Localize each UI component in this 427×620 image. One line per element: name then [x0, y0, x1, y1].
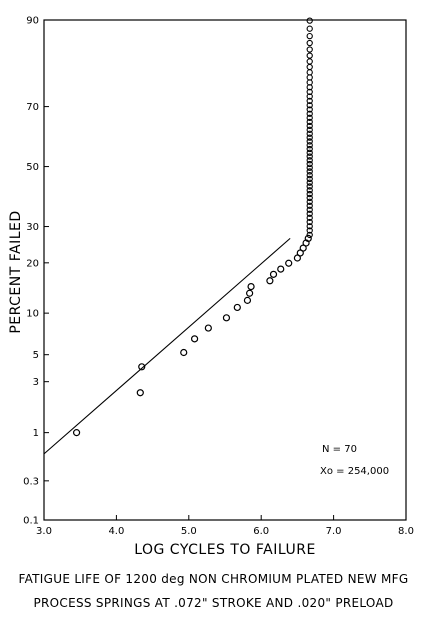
y-tick-label: 1	[33, 428, 39, 439]
data-point	[306, 39, 313, 47]
data-point	[306, 172, 313, 179]
x-tick-label: 7.0	[326, 526, 342, 537]
data-point	[306, 58, 313, 65]
y-tick-label: 50	[26, 162, 39, 173]
x-axis: 3.0 4.0 5.0 6.0 7.0 8.0	[36, 515, 414, 537]
y-tick-label: 30	[26, 222, 39, 233]
data-point	[306, 175, 313, 183]
data-point	[306, 93, 313, 100]
data-point	[306, 149, 313, 156]
data-point	[266, 277, 274, 285]
caption-line-1: FATIGUE LIFE OF 1200 deg NON CHROMIUM PL…	[18, 572, 409, 586]
fit-line	[43, 237, 291, 455]
fit-line-group	[43, 237, 291, 455]
data-point	[277, 265, 285, 273]
y-tick-label: 3	[33, 377, 39, 388]
data-point	[306, 69, 313, 76]
data-point	[306, 187, 313, 194]
data-point	[306, 106, 313, 113]
data-point	[306, 126, 313, 133]
data-point	[306, 145, 313, 153]
data-point	[306, 160, 313, 168]
data-point	[285, 259, 293, 267]
data-point	[306, 46, 313, 53]
data-point	[306, 194, 313, 202]
x-tick-label: 8.0	[398, 526, 414, 537]
x-tick-label: 6.0	[253, 526, 269, 537]
data-point	[306, 114, 313, 121]
data-point	[306, 130, 313, 137]
data-point	[269, 270, 278, 278]
y-tick-label: 0.3	[23, 476, 39, 487]
data-point	[306, 168, 313, 175]
annotation-n: N = 70	[322, 444, 357, 455]
data-point	[304, 234, 312, 242]
data-point	[306, 97, 313, 105]
data-point	[180, 348, 188, 357]
y-tick-label: 90	[26, 16, 39, 27]
data-point	[306, 110, 313, 117]
data-point	[306, 206, 313, 213]
x-tick-label: 5.0	[181, 526, 197, 537]
data-point	[246, 289, 254, 297]
x-tick-label: 3.0	[36, 526, 52, 537]
plot-frame	[43, 19, 407, 521]
y-tick-label: 5	[33, 350, 39, 361]
data-point	[306, 231, 313, 239]
data-point	[204, 324, 212, 332]
data-point	[306, 63, 313, 71]
data-point	[72, 429, 81, 437]
data-point	[306, 223, 313, 230]
data-point	[243, 296, 252, 304]
data-point	[306, 17, 313, 24]
y-axis-title: PERCENT FAILED	[8, 210, 24, 333]
data-point	[306, 142, 313, 149]
data-point	[306, 198, 313, 205]
data-point	[247, 282, 255, 291]
x-axis-title: LOG CYCLES TO FAILURE	[134, 542, 316, 558]
data-point	[306, 32, 313, 40]
data-point	[138, 363, 146, 371]
y-axis: 0.1 0.3 1 3 5 10 20 30 50 70 90	[23, 16, 49, 527]
data-point	[306, 183, 313, 190]
y-tick-label: 20	[26, 258, 39, 269]
data-point	[136, 389, 144, 397]
y-tick-label: 0.1	[23, 516, 39, 527]
data-point	[306, 210, 313, 217]
caption-line-2: PROCESS SPRINGS AT .072" STROKE AND .020…	[33, 596, 394, 610]
data-point	[306, 218, 313, 226]
data-points	[72, 17, 313, 437]
data-point	[306, 102, 313, 109]
annotation-xo: Xo = 254,000	[320, 466, 389, 477]
data-point	[306, 118, 313, 126]
data-point	[306, 52, 313, 59]
y-tick-label: 70	[26, 102, 39, 113]
y-tick-label: 10	[26, 309, 39, 320]
data-point	[306, 153, 313, 160]
data-point	[306, 134, 313, 141]
data-point	[306, 25, 313, 32]
data-point	[233, 303, 241, 312]
data-point	[190, 335, 199, 343]
data-point	[306, 227, 313, 234]
data-point	[306, 214, 313, 221]
data-point	[222, 314, 231, 322]
data-point	[306, 157, 313, 164]
data-point	[306, 164, 313, 171]
data-point	[306, 138, 313, 145]
data-point	[306, 122, 313, 130]
data-point	[306, 179, 313, 186]
data-point	[306, 190, 313, 198]
data-point	[306, 202, 313, 209]
x-tick-label: 4.0	[108, 526, 124, 537]
